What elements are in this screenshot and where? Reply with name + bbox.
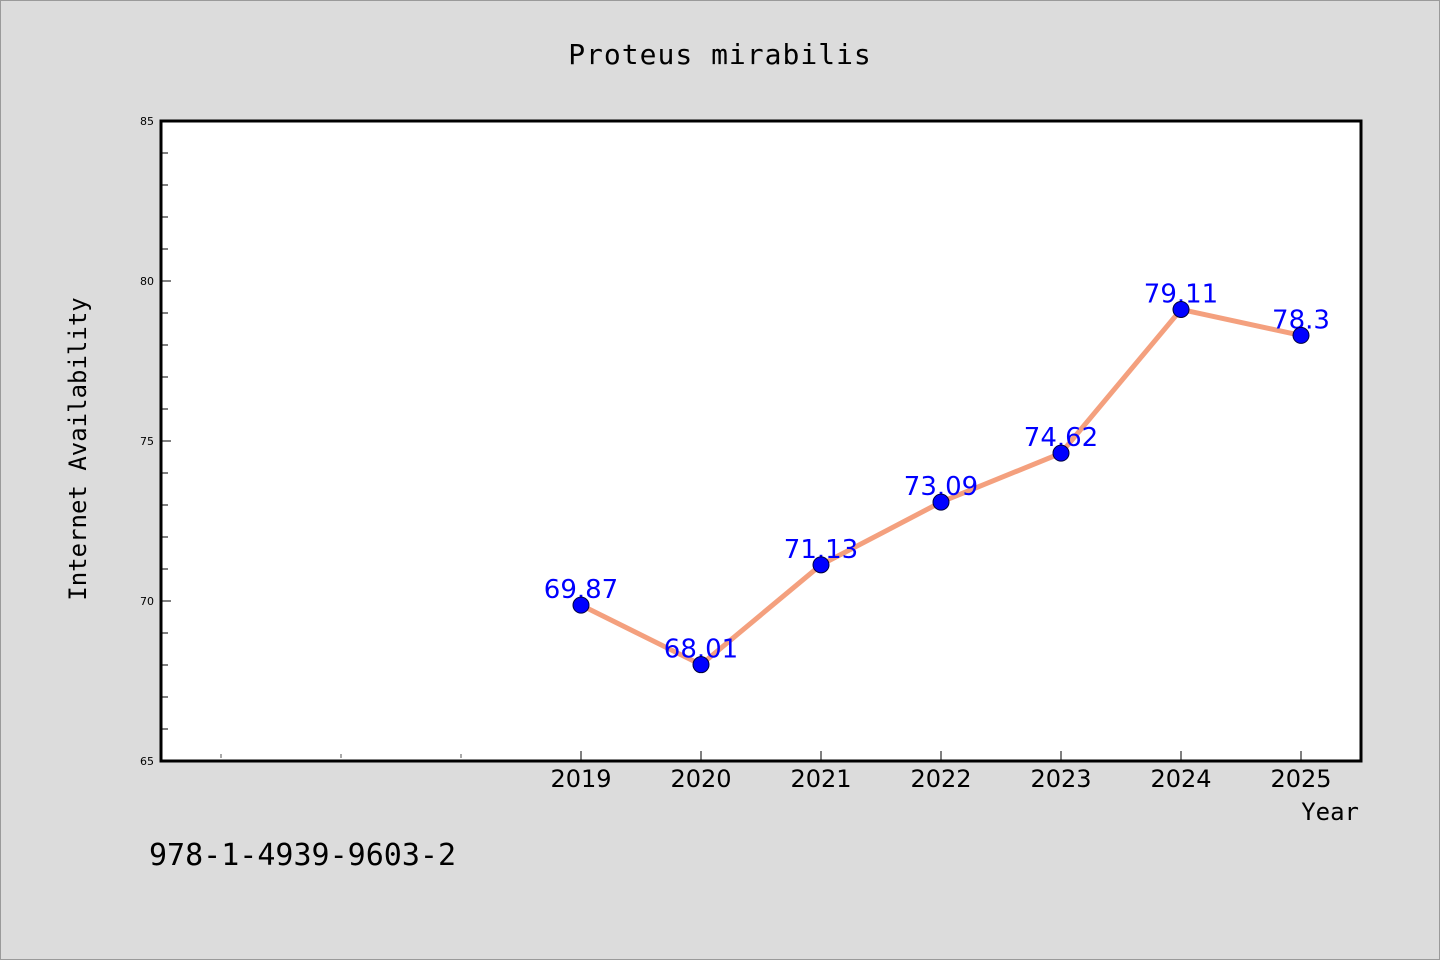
x-axis: 2019 2020 2021 2022 2023 2024 2025 (220, 751, 1332, 793)
data-point (1052, 444, 1070, 462)
x-tick-label: 2024 (1150, 765, 1211, 793)
data-point (1292, 326, 1310, 344)
y-tick-label: 75 (140, 435, 154, 448)
y-tick-label: 65 (140, 755, 154, 768)
x-tick-label: 2023 (1030, 765, 1091, 793)
data-point (932, 493, 950, 511)
y-axis-label: Internet Availability (64, 297, 92, 600)
data-point (1172, 300, 1190, 318)
y-tick-label: 80 (140, 275, 154, 288)
x-tick-label: 2022 (910, 765, 971, 793)
x-tick-label: 2021 (790, 765, 851, 793)
chart-title: Proteus mirabilis (568, 38, 872, 71)
y-tick-label: 70 (140, 595, 154, 608)
x-tick-label: 2019 (550, 765, 611, 793)
plot-area (159, 119, 1363, 763)
y-axis: 65 70 75 80 85 (140, 115, 171, 768)
x-tick-label: 2020 (670, 765, 731, 793)
y-tick-label: 85 (140, 115, 154, 128)
x-axis-label: Year (1301, 798, 1359, 826)
isbn-text: 978-1-4939-9603-2 (149, 838, 456, 873)
x-tick-label: 2025 (1270, 765, 1331, 793)
data-point (572, 596, 590, 614)
data-point (692, 656, 710, 674)
data-point (812, 556, 830, 574)
